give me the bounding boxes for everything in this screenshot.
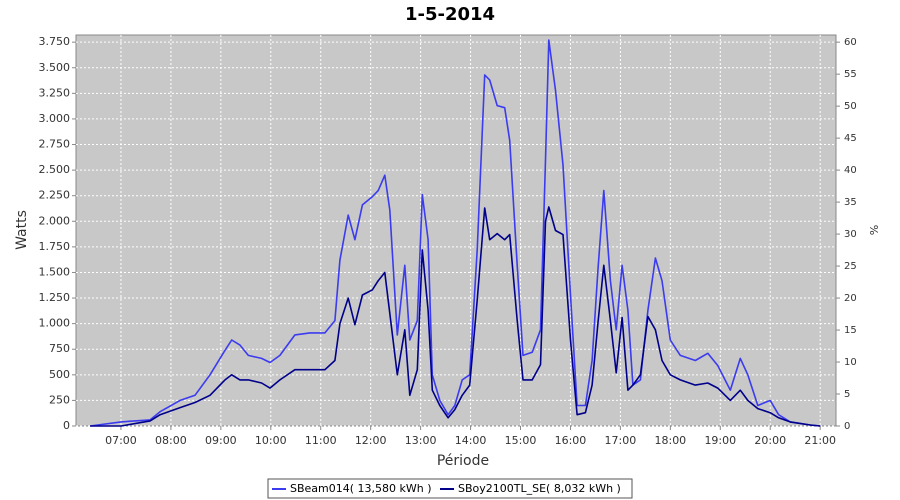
y2-tick-label: 50 xyxy=(844,101,857,112)
x-tick-label: 17:00 xyxy=(605,434,637,447)
y2-tick-label: 35 xyxy=(844,197,857,208)
x-tick-label: 07:00 xyxy=(105,434,137,447)
x-tick-label: 15:00 xyxy=(505,434,537,447)
y-tick-label: 2.250 xyxy=(39,189,71,202)
x-tick-label: 20:00 xyxy=(754,434,786,447)
series-line xyxy=(90,39,821,427)
x-tick-label: 13:00 xyxy=(405,434,437,447)
y-tick-label: 1.250 xyxy=(39,291,71,304)
y2-tick-label: 45 xyxy=(844,133,857,144)
y-tick-label: 250 xyxy=(49,393,70,406)
x-tick-label: 19:00 xyxy=(704,434,736,447)
legend-label: SBoy2100TL_SE( 8,032 kWh ) xyxy=(458,482,621,495)
y-tick-label: 3.250 xyxy=(39,86,71,99)
y2-tick-label: 55 xyxy=(844,69,857,80)
x-tick-label: 11:00 xyxy=(305,434,337,447)
x-tick-label: 10:00 xyxy=(255,434,287,447)
series-line xyxy=(90,206,821,427)
y-tick-label: 1.000 xyxy=(39,317,71,330)
legend-label: SBeam014( 13,580 kWh ) xyxy=(290,482,432,495)
y2-tick-label: 20 xyxy=(844,293,857,304)
y2-tick-label: 5 xyxy=(844,389,850,400)
x-tick-label: 14:00 xyxy=(455,434,487,447)
y-tick-label: 3.750 xyxy=(39,35,71,48)
y-tick-label: 0 xyxy=(63,419,70,432)
y2-tick-label: 30 xyxy=(844,229,857,240)
y2-tick-label: 15 xyxy=(844,325,857,336)
x-tick-label: 16:00 xyxy=(555,434,587,447)
y-axis-label: Watts xyxy=(14,210,30,250)
plot-area xyxy=(75,34,837,427)
y-tick-label: 2.750 xyxy=(39,138,71,151)
y-tick-label: 2.500 xyxy=(39,163,71,176)
y2-tick-label: 60 xyxy=(844,37,857,48)
y-tick-label: 750 xyxy=(49,342,70,355)
x-tick-label: 12:00 xyxy=(355,434,387,447)
x-tick-label: 08:00 xyxy=(155,434,187,447)
chart-title: 1-5-2014 xyxy=(405,4,495,25)
y-tick-label: 2.000 xyxy=(39,214,71,227)
y2-tick-label: 40 xyxy=(844,165,857,176)
y2-tick-label: 25 xyxy=(844,261,857,272)
x-tick-label: 21:00 xyxy=(804,434,836,447)
x-axis-label: Période xyxy=(437,453,489,469)
y2-tick-label: 0 xyxy=(844,421,850,432)
y-tick-label: 1.750 xyxy=(39,240,71,253)
y2-tick-label: 10 xyxy=(844,357,857,368)
y-tick-label: 1.500 xyxy=(39,265,71,278)
y-tick-label: 3.500 xyxy=(39,61,71,74)
y-tick-label: 500 xyxy=(49,368,70,381)
y2-axis-label: % xyxy=(867,225,880,235)
x-tick-label: 09:00 xyxy=(205,434,237,447)
y-tick-label: 3.000 xyxy=(39,112,71,125)
x-tick-label: 18:00 xyxy=(654,434,686,447)
